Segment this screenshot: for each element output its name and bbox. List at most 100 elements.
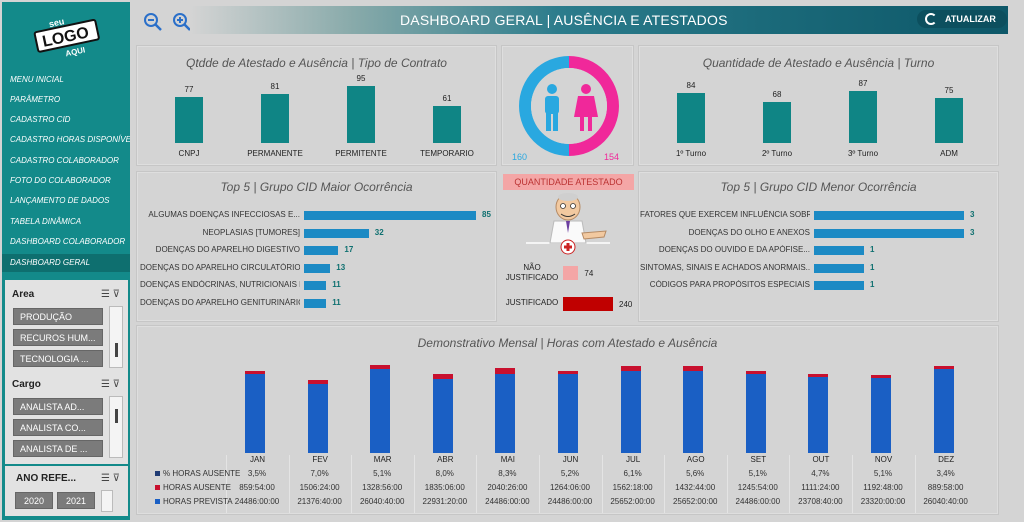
area-item-tecnologia[interactable]: TECNOLOGIA ... <box>13 350 103 367</box>
ano-slicer-title: ANO REFE... <box>16 473 77 484</box>
area-scrollbar[interactable] <box>109 306 123 368</box>
top5-minor-panel: Top 5 | Grupo CID Menor Ocorrência FATOR… <box>638 171 999 322</box>
top5-major-bar[interactable] <box>304 298 327 308</box>
ano-scrollbar[interactable] <box>101 490 113 512</box>
shift-chart-panel: Quantidade de Atestado e Ausência | Turn… <box>638 45 999 166</box>
legend-label: % HORAS AUSENTE <box>163 469 241 478</box>
gender-panel: 160 154 <box>501 45 634 166</box>
monthly-ausente-bar[interactable] <box>683 366 704 371</box>
top5-major-bar[interactable] <box>304 246 339 255</box>
monthly-prevista-bar[interactable] <box>620 370 641 453</box>
logo-icon: seu LOGO AQUI <box>33 16 100 58</box>
monthly-chart-title: Demonstrativo Mensal | Horas com Atestad… <box>417 336 718 350</box>
area-item-recursos[interactable]: RECUROS HUM... <box>13 329 103 346</box>
contract-bar[interactable] <box>261 94 289 143</box>
top5-minor-category-label: DOENÇAS DO OLHO E ANEXOS <box>688 227 810 237</box>
monthly-prevista-bar[interactable] <box>808 376 829 453</box>
qa-justified-label: JUSTIFICADO <box>505 298 559 307</box>
monthly-legend-prevista: HORAS PREVISTA <box>155 497 233 506</box>
monthly-ausente-bar[interactable] <box>558 370 578 375</box>
top5-minor-bar[interactable] <box>814 246 864 255</box>
monthly-month-label: DEZ <box>914 455 977 513</box>
multiselect-icon[interactable]: ☰ ⊽ <box>100 379 120 390</box>
monthly-prevista-bar[interactable] <box>495 374 516 453</box>
monthly-month-label: FEV <box>288 455 351 513</box>
monthly-table-cell: 3,4% <box>936 469 955 478</box>
qa-not-justified-label: NÃO JUSTIFICADO <box>505 263 559 282</box>
qa-value-label: 240 <box>619 300 633 309</box>
qa-bar[interactable] <box>563 266 579 280</box>
monthly-prevista-bar[interactable] <box>871 378 891 453</box>
cargo-scrollbar[interactable] <box>109 396 123 458</box>
monthly-table-cell: 859:54:00 <box>239 483 275 492</box>
monthly-month-label: JAN <box>226 455 288 513</box>
top5-major-bar[interactable] <box>304 228 369 238</box>
monthly-month-label: MAI <box>476 455 538 513</box>
multiselect-icon[interactable]: ☰ ⊽ <box>100 473 120 484</box>
menu-item-lancamento-dados[interactable]: LANÇAMENTO DE DADOS <box>10 196 110 205</box>
monthly-ausente-bar[interactable] <box>871 374 891 379</box>
menu-item-parametro[interactable]: PARÂMETRO <box>10 95 61 104</box>
menu-item-cadastro-horas[interactable]: CADASTRO HORAS DISPONÍVEL <box>10 135 130 144</box>
monthly-prevista-bar[interactable] <box>683 370 704 453</box>
monthly-prevista-bar[interactable] <box>558 374 578 453</box>
top5-minor-bar[interactable] <box>814 228 964 238</box>
top5-minor-bar[interactable] <box>814 263 864 273</box>
shift-bar[interactable] <box>849 90 877 143</box>
menu-item-foto-colaborador[interactable]: FOTO DO COLABORADOR <box>10 176 111 185</box>
monthly-prevista-bar[interactable] <box>307 384 328 453</box>
monthly-ausente-bar[interactable] <box>620 365 641 371</box>
shift-bar[interactable] <box>935 98 963 143</box>
top5-major-bar[interactable] <box>304 281 327 290</box>
monthly-month-label: MAR <box>351 455 413 513</box>
monthly-prevista-bar[interactable] <box>432 379 453 453</box>
zoom-in-icon[interactable] <box>172 12 192 32</box>
contract-value-label: 81 <box>270 82 280 92</box>
refresh-icon <box>925 13 937 25</box>
monthly-ausente-bar[interactable] <box>495 368 516 375</box>
doctor-icon <box>526 193 610 255</box>
monthly-ausente-bar[interactable] <box>370 365 391 370</box>
top5-minor-bar[interactable] <box>814 281 864 290</box>
multiselect-icon[interactable]: ☰ ⊽ <box>100 289 120 300</box>
monthly-ausente-bar[interactable] <box>933 366 954 370</box>
legend-swatch <box>155 499 160 505</box>
menu-item-tabela-dinamica[interactable]: TABELA DINÂMICA <box>10 217 82 226</box>
contract-bar[interactable] <box>347 86 375 143</box>
cargo-slicer-title: Cargo <box>12 379 41 390</box>
monthly-ausente-bar[interactable] <box>432 373 453 380</box>
refresh-button[interactable]: ATUALIZAR <box>917 10 1007 28</box>
monthly-prevista-bar[interactable] <box>933 369 954 453</box>
monthly-ausente-bar[interactable] <box>245 371 265 375</box>
monthly-ausente-bar[interactable] <box>808 373 829 377</box>
menu-item-menu-inicial[interactable]: MENU INICIAL <box>10 75 64 84</box>
monthly-prevista-bar[interactable] <box>745 374 766 453</box>
menu-item-dashboard-colaborador[interactable]: DASHBOARD COLABORADOR <box>10 237 126 246</box>
monthly-prevista-bar[interactable] <box>370 369 391 453</box>
monthly-table-cell: 1192:48:00 <box>863 483 903 492</box>
monthly-prevista-bar[interactable] <box>245 374 265 453</box>
menu-item-cadastro-cid[interactable]: CADASTRO CID <box>10 115 71 124</box>
contract-bar[interactable] <box>175 96 203 143</box>
contract-category-label: TEMPORARIO <box>420 149 474 158</box>
area-item-producao[interactable]: PRODUÇÃO <box>13 308 103 325</box>
year-2020-button[interactable]: 2020 <box>15 492 53 509</box>
monthly-ausente-bar[interactable] <box>307 379 328 385</box>
monthly-table-cell: 1264:06:00 <box>549 483 591 492</box>
cargo-item-analista-de[interactable]: ANALISTA DE ... <box>13 440 103 457</box>
top5-major-bar[interactable] <box>304 263 331 273</box>
cargo-item-analista-ad[interactable]: ANALISTA AD... <box>13 398 103 415</box>
top5-minor-bar[interactable] <box>814 211 964 220</box>
donut-female-slice <box>569 56 619 156</box>
cargo-item-analista-co[interactable]: ANALISTA CO... <box>13 419 103 436</box>
qa-bar[interactable] <box>563 297 613 311</box>
contract-bar[interactable] <box>433 106 461 143</box>
zoom-out-icon[interactable] <box>143 12 163 32</box>
shift-bar[interactable] <box>677 92 705 143</box>
menu-item-cadastro-colaborador[interactable]: CADASTRO COLABORADOR <box>10 156 119 165</box>
menu-item-dashboard-geral[interactable]: DASHBOARD GERAL <box>2 254 130 272</box>
year-2021-button[interactable]: 2021 <box>57 492 95 509</box>
top5-major-bar[interactable] <box>304 211 476 220</box>
monthly-ausente-bar[interactable] <box>745 370 766 375</box>
shift-bar[interactable] <box>763 102 791 143</box>
